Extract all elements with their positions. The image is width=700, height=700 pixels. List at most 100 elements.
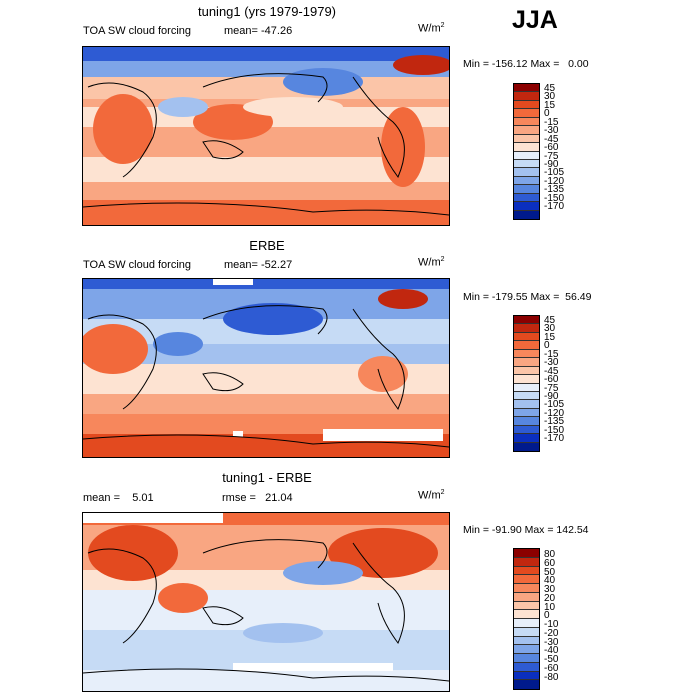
panel-2-variable-label: TOA SW cloud forcing — [83, 259, 192, 271]
colorbar-swatch — [514, 210, 539, 219]
colorbar-swatch — [514, 134, 539, 144]
colorbar-tick-label: -30 — [544, 636, 559, 648]
colorbar-tick-label: 0 — [544, 610, 550, 622]
colorbar-swatch — [514, 84, 539, 93]
colorbar-swatch — [514, 592, 539, 602]
colorbar-swatch — [514, 375, 539, 384]
colorbar-tick-label: 20 — [544, 592, 556, 604]
colorbar-tick-label: -135 — [544, 416, 565, 428]
colorbar-tick-label: 10 — [544, 601, 556, 613]
colorbar-tick-label: -60 — [544, 374, 559, 386]
colorbar-tick-label: -60 — [544, 142, 559, 154]
colorbar-swatch — [514, 117, 539, 127]
panel-3-title: tuning1 - ERBE — [222, 470, 312, 485]
colorbar-swatch — [514, 434, 539, 443]
panel-2-units: W/m2 — [418, 256, 445, 269]
panel-1-mean-value: -47.26 — [261, 25, 293, 37]
colorbar-tick-label: -135 — [544, 184, 565, 196]
panel-1-mean: mean= -47.26 — [224, 25, 292, 37]
panel-1-colorbar — [513, 83, 540, 220]
panel-2-map-svg — [83, 279, 449, 457]
colorbar-swatch — [514, 425, 539, 435]
panel-1-title: tuning1 (yrs 1979-1979) — [197, 4, 337, 19]
colorbar-tick-label: 40 — [544, 575, 556, 587]
panel-1-mean-label: mean= — [224, 25, 258, 37]
panel-2-colorbar-labels: 45 30 15 0 -15 -30 -45 -60 -75 -90 -105 -120 -135 -15… — [544, 315, 565, 445]
panel-2-colorbar — [513, 315, 540, 452]
panel-3-map-svg — [83, 513, 449, 691]
colorbar-tick-label: 30 — [544, 91, 556, 103]
panel-2-title: ERBE — [249, 238, 285, 253]
colorbar-tick-label: -170 — [544, 433, 565, 445]
panel-1-map-svg — [83, 47, 449, 225]
colorbar-swatch — [514, 151, 539, 160]
colorbar-swatch — [514, 575, 539, 584]
colorbar-swatch — [514, 627, 539, 637]
panel-3-minmax: Min = -91.90 Max = 142.54 — [463, 524, 589, 536]
panel-2-map — [82, 278, 450, 458]
panel-3-units: W/m2 — [418, 489, 445, 502]
colorbar-swatch — [514, 391, 539, 401]
colorbar-swatch — [514, 341, 539, 350]
panel-3-map — [82, 512, 450, 692]
colorbar-swatch — [514, 193, 539, 203]
colorbar-tick-label: 60 — [544, 557, 556, 569]
colorbar-swatch — [514, 349, 539, 359]
colorbar-tick-label: -10 — [544, 619, 559, 630]
colorbar-tick-label: 15 — [544, 331, 556, 343]
colorbar-tick-label: 80 — [544, 549, 556, 560]
colorbar-tick-label: -15 — [544, 116, 559, 128]
colorbar-tick-label: -90 — [544, 390, 559, 402]
panel-2-minmax: Min = -179.55 Max = 56.49 — [463, 291, 592, 303]
colorbar-tick-label: -120 — [544, 175, 565, 187]
colorbar-swatch — [514, 400, 539, 409]
panel-3-colorbar-labels: 80 60 50 40 30 20 10 0 -10 -20 -30 -40 -50 -60 -80 — [544, 549, 559, 682]
colorbar-swatch — [514, 185, 539, 194]
colorbar-swatch — [514, 202, 539, 211]
colorbar-swatch — [514, 366, 539, 376]
colorbar-swatch — [514, 671, 539, 681]
colorbar-tick-label: 30 — [544, 323, 556, 335]
panel-1-units: W/m2 — [418, 22, 445, 35]
colorbar-tick-label: -90 — [544, 158, 559, 170]
colorbar-swatch — [514, 92, 539, 101]
colorbar-swatch — [514, 316, 539, 325]
colorbar-tick-label: -150 — [544, 192, 565, 204]
colorbar-swatch — [514, 645, 539, 654]
colorbar-swatch — [514, 662, 539, 672]
panel-1-map — [82, 46, 450, 226]
colorbar-tick-label: -45 — [544, 365, 559, 377]
colorbar-swatch — [514, 601, 539, 611]
panel-3-colorbar — [513, 548, 540, 690]
colorbar-swatch — [514, 176, 539, 186]
colorbar-tick-label: -20 — [544, 627, 559, 639]
colorbar-swatch — [514, 442, 539, 451]
panel-3-rmse: rmse = 21.04 — [222, 492, 293, 504]
colorbar-tick-label: -170 — [544, 201, 565, 213]
colorbar-swatch — [514, 324, 539, 333]
colorbar-swatch — [514, 680, 539, 689]
colorbar-tick-label: 0 — [544, 108, 550, 120]
colorbar-tick-label: -75 — [544, 382, 559, 394]
colorbar-swatch — [514, 126, 539, 135]
colorbar-swatch — [514, 417, 539, 426]
colorbar-tick-label: -60 — [544, 662, 559, 674]
colorbar-swatch — [514, 143, 539, 152]
colorbar-swatch — [514, 619, 539, 628]
colorbar-tick-label: 45 — [544, 315, 556, 326]
colorbar-swatch — [514, 557, 539, 567]
colorbar-swatch — [514, 610, 539, 619]
colorbar-tick-label: -150 — [544, 424, 565, 436]
panel-3-mean: mean = 5.01 — [83, 492, 154, 504]
colorbar-swatch — [514, 332, 539, 342]
panel-1-minmax: Min = -156.12 Max = 0.00 — [463, 58, 589, 70]
panel-2-mean: mean= -52.27 — [224, 259, 293, 271]
colorbar-tick-label: 0 — [544, 340, 550, 352]
colorbar-swatch — [514, 584, 539, 593]
colorbar-swatch — [514, 408, 539, 418]
colorbar-tick-label: 30 — [544, 584, 556, 595]
colorbar-tick-label: -45 — [544, 133, 559, 145]
colorbar-tick-label: -105 — [544, 167, 565, 179]
colorbar-swatch — [514, 566, 539, 576]
colorbar-tick-label: -15 — [544, 348, 559, 360]
